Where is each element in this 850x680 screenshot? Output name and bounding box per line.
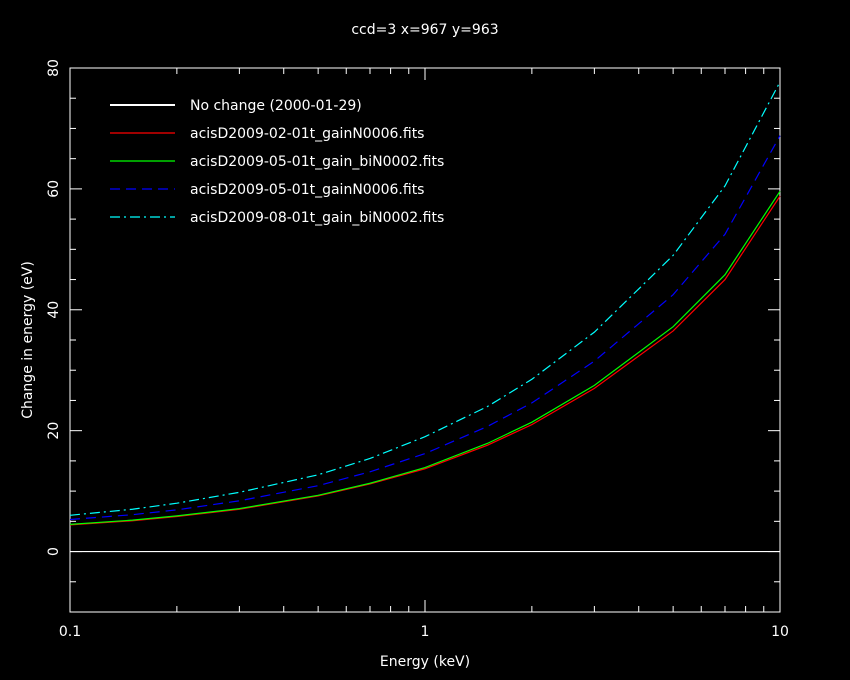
x-tick-label: 10 xyxy=(771,624,789,640)
series-line-4 xyxy=(69,81,781,516)
legend-label-2: acisD2009-05-01t_gain_biN0002.fits xyxy=(190,154,444,170)
series-line-1 xyxy=(69,195,781,526)
y-tick-label: 80 xyxy=(46,59,62,77)
x-tick-label: 0.1 xyxy=(59,624,81,640)
x-axis-label: Energy (keV) xyxy=(380,654,470,670)
y-tick-label: 0 xyxy=(46,547,62,556)
legend-label-3: acisD2009-05-01t_gainN0006.fits xyxy=(190,182,424,198)
legend-label-0: No change (2000-01-29) xyxy=(190,98,362,114)
series-line-3 xyxy=(69,135,781,521)
legend-label-4: acisD2009-08-01t_gain_biN0002.fits xyxy=(190,210,444,226)
series-line-2 xyxy=(69,190,781,525)
y-tick-label: 40 xyxy=(46,301,62,319)
y-axis-label: Change in energy (eV) xyxy=(20,261,36,419)
legend-label-1: acisD2009-02-01t_gainN0006.fits xyxy=(190,126,424,142)
axis-tick-labels: 0.1 1 10 0 20 40 60 80 xyxy=(46,59,789,640)
series-lines xyxy=(69,81,781,553)
chart-title: ccd=3 x=967 y=963 xyxy=(351,22,498,38)
axis-ticks xyxy=(69,67,781,613)
x-tick-label: 1 xyxy=(421,624,430,640)
y-tick-label: 20 xyxy=(46,422,62,440)
legend: No change (2000-01-29) acisD2009-02-01t_g… xyxy=(110,98,444,226)
y-tick-label: 60 xyxy=(46,180,62,198)
